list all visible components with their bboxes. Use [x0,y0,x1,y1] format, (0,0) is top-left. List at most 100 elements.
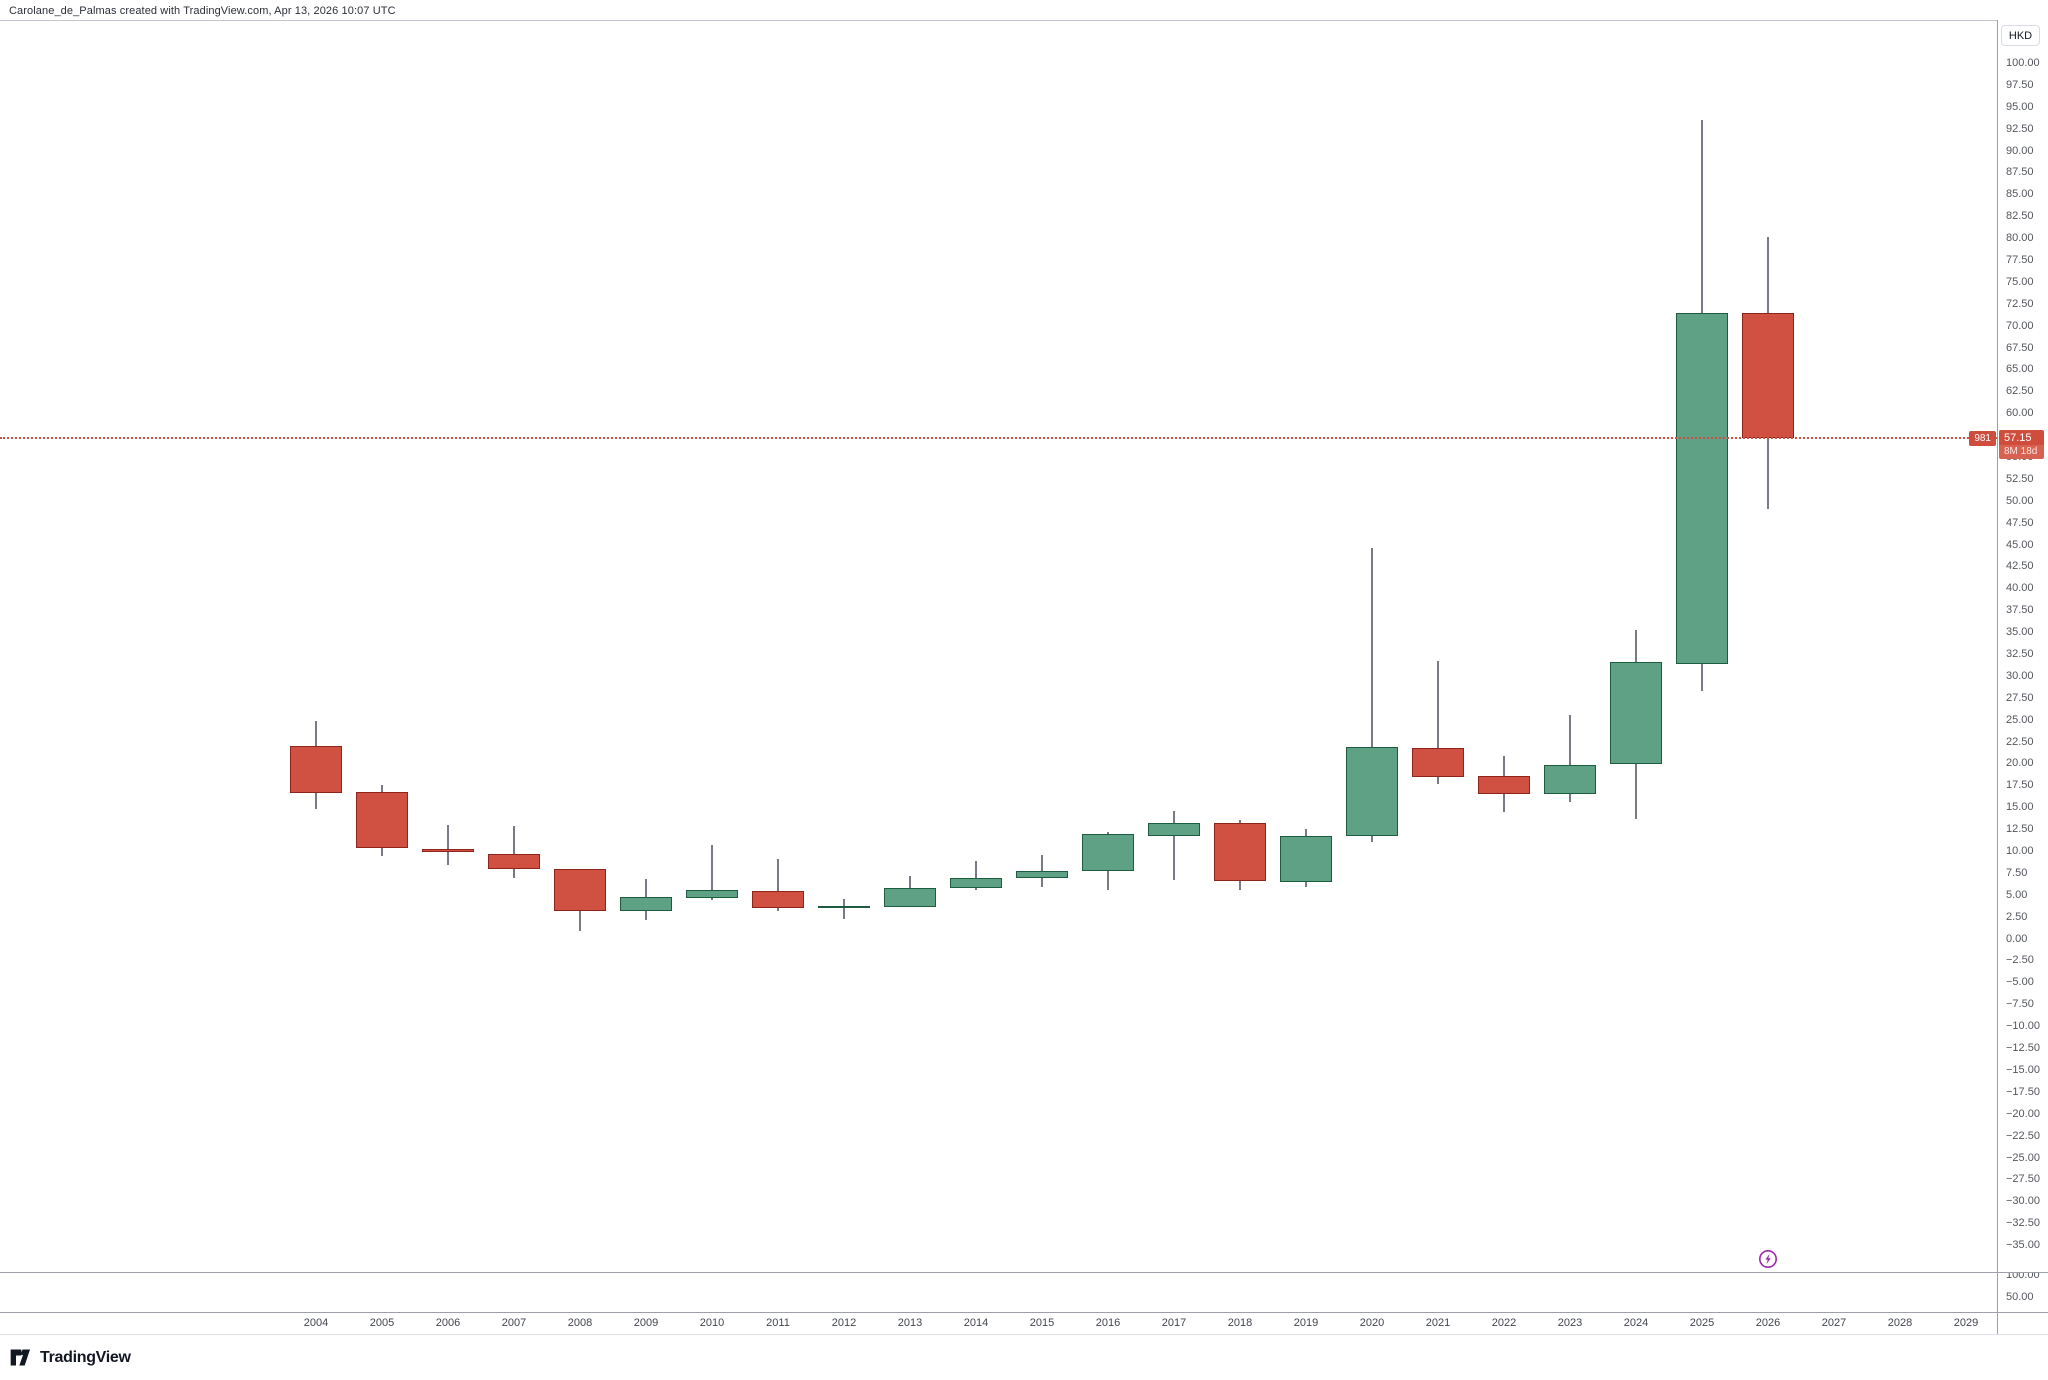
price-tick-−35.00: −35.00 [2006,1239,2040,1252]
candle-body-2015[interactable] [1016,871,1068,879]
tradingview-logo-text: TradingView [40,1348,131,1366]
price-tick-7.50: 7.50 [2006,866,2028,879]
price-tick-−27.50: −27.50 [2006,1173,2040,1186]
candle-body-2013[interactable] [884,887,936,908]
price-tick-85.00: 85.00 [2006,188,2034,201]
year-tick-2006: 2006 [435,1317,461,1329]
candle-body-2026[interactable] [1742,313,1794,439]
year-tick-2029: 2029 [1953,1317,1979,1329]
price-tick-82.50: 82.50 [2006,210,2034,223]
pane-separator[interactable] [0,1272,2048,1273]
price-tick-47.50: 47.50 [2006,516,2034,529]
year-tick-2004: 2004 [303,1317,329,1329]
pane2-tick-100.00: 100.00 [2006,1273,2040,1281]
candle-body-2006[interactable] [422,849,474,852]
price-tick-−17.50: −17.50 [2006,1085,2040,1098]
price-tick-0.00: 0.00 [2006,932,2028,945]
pane2-tick-50.00: 50.00 [2006,1291,2034,1303]
price-tick-−15.00: −15.00 [2006,1063,2040,1076]
currency-button[interactable]: HKD [2001,25,2040,46]
price-tick-−22.50: −22.50 [2006,1129,2040,1142]
price-tick-−30.00: −30.00 [2006,1195,2040,1208]
price-tick-52.50: 52.50 [2006,472,2034,485]
candle-wick-2017 [1173,810,1175,880]
year-tick-2018: 2018 [1227,1317,1253,1329]
tradingview-logo-icon [10,1349,30,1366]
year-tick-2019: 2019 [1293,1317,1319,1329]
price-tick-27.50: 27.50 [2006,691,2034,704]
candle-body-2004[interactable] [290,745,342,794]
price-tick-92.50: 92.50 [2006,122,2034,135]
price-tick-45.00: 45.00 [2006,538,2034,551]
tradingview-logo[interactable]: TradingView [10,1348,131,1367]
candle-wick-2014 [975,860,977,891]
candle-body-2020[interactable] [1346,746,1398,837]
last-price-value: 57.15 [1999,430,2044,446]
candle-body-2023[interactable] [1544,765,1596,795]
candle-body-2005[interactable] [356,792,408,848]
price-tick-−2.50: −2.50 [2006,954,2034,967]
year-tick-2015: 2015 [1029,1317,1055,1329]
candle-body-2024[interactable] [1610,661,1662,765]
bolt-icon[interactable] [1757,1248,1779,1270]
candle-wick-2011 [777,858,779,912]
price-tick-97.50: 97.50 [2006,78,2034,91]
candle-body-2018[interactable] [1214,823,1266,881]
last-price-line [0,437,1997,440]
price-tick-75.00: 75.00 [2006,275,2034,288]
price-tick-12.50: 12.50 [2006,823,2034,836]
candle-body-2014[interactable] [950,878,1002,888]
price-tick-50.00: 50.00 [2006,494,2034,507]
price-tick-−7.50: −7.50 [2006,998,2034,1011]
candle-body-2025[interactable] [1676,313,1728,664]
year-tick-2013: 2013 [897,1317,923,1329]
candle-wick-2012 [843,899,845,920]
price-tick-10.00: 10.00 [2006,845,2034,858]
year-tick-2012: 2012 [831,1317,857,1329]
chart-top-border [0,20,2048,21]
candle-wick-2020 [1371,548,1373,843]
year-tick-2011: 2011 [766,1317,790,1329]
chart-bottom-border [0,1334,2048,1335]
candle-body-2021[interactable] [1412,747,1464,777]
price-tick-62.50: 62.50 [2006,385,2034,398]
price-axis[interactable]: HKD 100.00 97.50 95.00 92.50 90.00 87.50 85.00… [1998,20,2048,1272]
year-tick-2014: 2014 [963,1317,989,1329]
price-tick-25.00: 25.00 [2006,713,2034,726]
candle-body-2022[interactable] [1478,775,1530,795]
price-tick-42.50: 42.50 [2006,560,2034,573]
year-tick-2008: 2008 [567,1317,593,1329]
candle-body-2017[interactable] [1148,823,1200,837]
indicator-pane[interactable]: 100.00 50.00 [0,1273,2048,1312]
price-tick-65.00: 65.00 [2006,363,2034,376]
candle-wick-2006 [447,824,449,866]
price-tick-−32.50: −32.50 [2006,1217,2040,1230]
candle-wick-2010 [711,844,713,901]
price-tick-80.00: 80.00 [2006,232,2034,245]
candle-body-2012[interactable] [818,906,870,909]
price-tick-−5.00: −5.00 [2006,976,2034,989]
candle-body-2009[interactable] [620,896,672,912]
price-tick-15.00: 15.00 [2006,801,2034,814]
price-tick-−25.00: −25.00 [2006,1151,2040,1164]
price-tick-5.00: 5.00 [2006,888,2028,901]
candle-body-2011[interactable] [752,891,804,908]
year-tick-2025: 2025 [1689,1317,1715,1329]
candle-body-2019[interactable] [1280,836,1332,882]
time-axis-border [0,1312,2048,1313]
price-tick-35.00: 35.00 [2006,626,2034,639]
candle-wick-2015 [1041,854,1043,887]
main-pane[interactable] [0,20,1997,1272]
symbol-price-badge: 981 [1969,431,1996,447]
price-tick-40.00: 40.00 [2006,582,2034,595]
candle-body-2007[interactable] [488,853,540,869]
year-tick-2016: 2016 [1095,1317,1121,1329]
price-tick-70.00: 70.00 [2006,319,2034,332]
candle-body-2010[interactable] [686,890,738,899]
time-axis[interactable]: 2004 2005 2006 2007 2008 2009 2010 2011 2012 2013… [0,1313,1997,1334]
price-tick-−12.50: −12.50 [2006,1042,2040,1055]
candle-body-2016[interactable] [1082,834,1134,872]
candle-body-2008[interactable] [554,869,606,912]
price-tick-2.50: 2.50 [2006,910,2028,923]
price-axis-border [1997,20,1998,1334]
